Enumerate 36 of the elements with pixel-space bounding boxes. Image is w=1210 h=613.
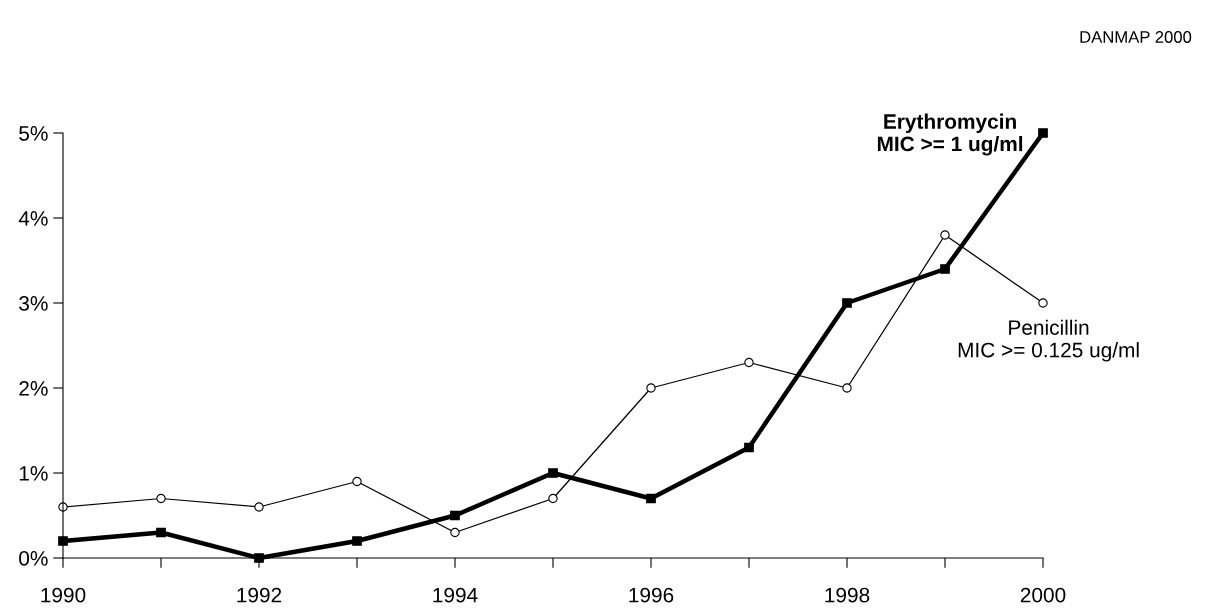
point bbox=[548, 493, 558, 504]
y-tick-label: 1% bbox=[19, 466, 48, 481]
x-tick-label: 1996 bbox=[629, 587, 674, 603]
point bbox=[842, 383, 852, 393]
point bbox=[58, 536, 68, 546]
point bbox=[744, 442, 754, 453]
point bbox=[352, 536, 362, 546]
point bbox=[450, 527, 460, 538]
point bbox=[156, 527, 166, 538]
y-tick-label: 4% bbox=[18, 211, 48, 226]
point bbox=[842, 298, 852, 308]
x-tick-label: 1998 bbox=[825, 587, 870, 603]
point bbox=[156, 493, 166, 504]
text: DANMAP 2000 bbox=[1080, 31, 1192, 43]
point bbox=[940, 264, 950, 274]
y-tick-label: 0% bbox=[19, 551, 48, 566]
x-tick-label: 2000 bbox=[1020, 587, 1066, 603]
point bbox=[254, 553, 264, 563]
point bbox=[450, 510, 460, 521]
point bbox=[1038, 298, 1048, 308]
y-tick-label: 5% bbox=[19, 126, 48, 141]
point bbox=[646, 383, 656, 393]
point bbox=[254, 502, 264, 512]
point bbox=[352, 476, 362, 487]
point bbox=[646, 493, 656, 504]
point bbox=[548, 468, 558, 478]
point bbox=[744, 357, 754, 368]
y-tick-label: 3% bbox=[19, 296, 48, 311]
y-tick-label: 2% bbox=[19, 381, 48, 396]
x-tick-label: 1990 bbox=[41, 587, 86, 603]
x-tick-label: 1992 bbox=[237, 587, 282, 603]
series-label: Penicillin MIC >= 0.125 ug/ml bbox=[958, 319, 1139, 362]
series-label: Erythromycin MIC >= 1 ug/ml bbox=[877, 113, 1023, 156]
point bbox=[1038, 128, 1048, 138]
point bbox=[940, 230, 950, 240]
x-tick-label: 1994 bbox=[433, 587, 478, 603]
